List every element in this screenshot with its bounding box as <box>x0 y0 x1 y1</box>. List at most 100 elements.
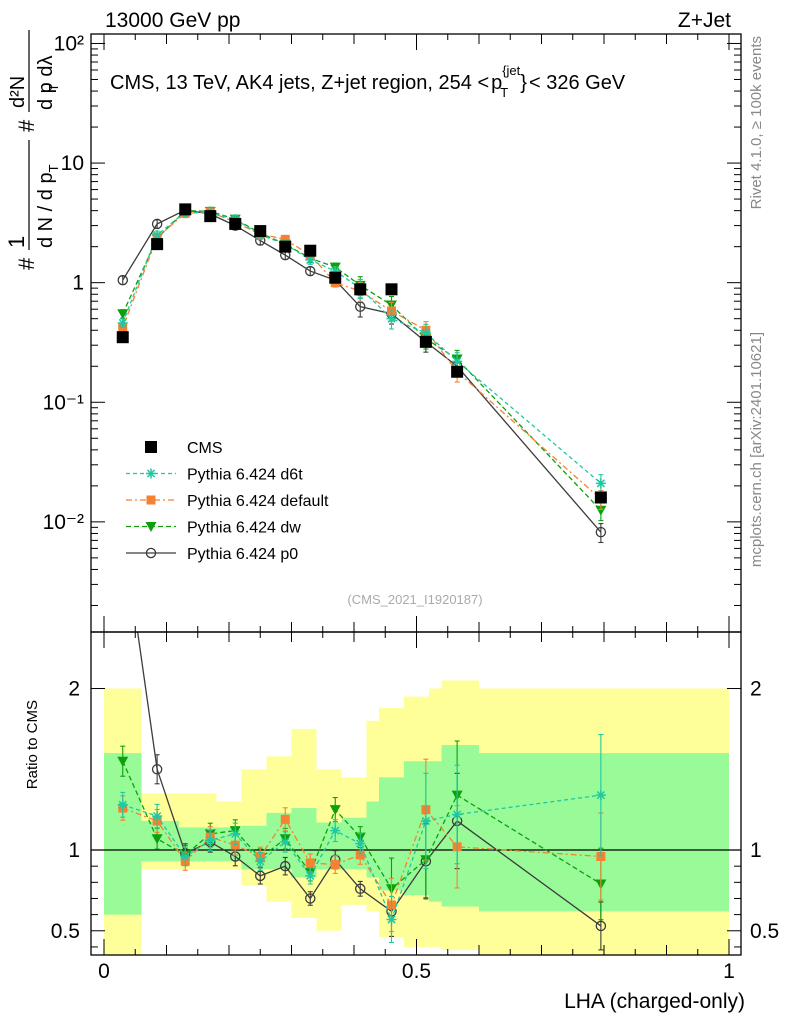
ylabel-hash-two: # <box>14 119 39 132</box>
ylabel-one: 1 <box>4 236 29 248</box>
main-plot-axes: 10⁻² 10⁻¹ 1 10 10² <box>43 32 741 632</box>
ratio-point-default-9 <box>355 850 365 860</box>
ylabel-differential: d p dλT <box>35 56 61 110</box>
ratio-point-default-6 <box>280 814 290 824</box>
ratio-point-d6t-9 <box>355 838 366 849</box>
x-tick-label: 1 <box>723 960 735 983</box>
uncertainty-band-inner <box>429 761 442 902</box>
point-cms-6 <box>279 240 292 253</box>
uncertainty-band-inner <box>104 753 142 915</box>
point-cms-5 <box>254 225 267 238</box>
legend-item-default: Pythia 6.424 default <box>126 493 329 510</box>
ratio-plot-data <box>91 522 741 955</box>
ratio-point-p0-9 <box>354 883 366 895</box>
point-p0-0 <box>117 274 129 286</box>
y-tick-label: 10⁻² <box>43 511 84 534</box>
legend: CMS Pythia 6.424 d6t Pythia 6.424 default P… <box>126 440 329 563</box>
point-p0-13 <box>595 526 607 538</box>
ratio-point-d6t-13 <box>595 790 606 801</box>
point-cms-2 <box>179 203 192 216</box>
ratio-series-d6t <box>117 733 606 944</box>
header-right: Z+Jet <box>678 9 731 32</box>
legend-label-cms: CMS <box>187 440 223 457</box>
ratio-y-tick-label-right: 2 <box>750 678 762 701</box>
ratio-line-d6t <box>122 794 601 922</box>
point-d6t-1 <box>152 230 163 241</box>
header-left: 13000 GeV pp <box>105 9 240 32</box>
ratio-point-d6t-0 <box>117 799 128 810</box>
ratio-point-d6t-4 <box>230 828 241 839</box>
ratio-point-d6t-5 <box>255 856 266 867</box>
uncertainty-band-inner <box>441 745 479 907</box>
x-tick-label: 0 <box>98 960 110 983</box>
ratio-y-tick-label-left: 2 <box>68 678 80 701</box>
ratio-point-d6t-6 <box>280 836 291 847</box>
legend-marker-default <box>146 495 156 505</box>
ratio-point-d6t-7 <box>305 870 316 881</box>
ratio-point-d6t-11 <box>420 815 431 826</box>
legend-item-p0: Pythia 6.424 p0 <box>126 546 298 563</box>
series-line-dw <box>122 210 602 511</box>
legend-label-d6t: Pythia 6.424 d6t <box>187 467 303 484</box>
ratio-point-d6t-8 <box>330 825 341 836</box>
legend-item-cms: CMS <box>145 440 223 457</box>
ratio-line-default <box>122 807 601 907</box>
ratio-y-axis-label: Ratio to CMS <box>24 700 41 789</box>
point-d6t-11 <box>420 327 431 338</box>
uncertainty-band-inner <box>479 753 729 912</box>
point-p0-9 <box>354 301 366 312</box>
point-cms-0 <box>116 331 129 344</box>
ratio-point-d6t-2 <box>180 851 191 862</box>
y-tick-label: 1 <box>72 272 84 295</box>
point-cms-3 <box>204 210 217 223</box>
point-d6t-8 <box>330 266 341 277</box>
ylabel-denominator: d N / d pT <box>35 164 61 248</box>
ratio-point-p0-6 <box>279 860 291 872</box>
legend-item-dw: Pythia 6.424 dw <box>126 520 301 537</box>
point-cms-7 <box>304 244 317 257</box>
point-d6t-7 <box>305 254 316 265</box>
legend-marker-cms <box>145 441 157 453</box>
point-cms-13 <box>594 491 607 504</box>
point-p0-1 <box>151 218 163 230</box>
ratio-point-default-4 <box>230 840 240 850</box>
point-cms-10 <box>385 283 398 296</box>
legend-item-d6t: Pythia 6.424 d6t <box>126 467 303 484</box>
ratio-point-d6t-1 <box>152 811 163 822</box>
legend-label-p0: Pythia 6.424 p0 <box>187 546 298 563</box>
ratio-point-p0-1 <box>151 764 163 775</box>
ylabel-hash-one: # <box>14 257 39 270</box>
ratio-point-p0-0 <box>118 522 127 531</box>
ratio-y-tick-label-left: 1 <box>68 839 80 862</box>
y-tick-label: 10⁻¹ <box>43 391 84 414</box>
series-default <box>118 207 606 510</box>
ratio-y-tick-label-left: 0.5 <box>51 920 80 943</box>
ratio-point-d6t-10 <box>386 914 397 925</box>
ratio-point-default-8 <box>330 860 340 870</box>
point-cms-11 <box>419 335 432 348</box>
ratio-point-default-13 <box>596 851 606 861</box>
ratio-y-tick-label-right: 1 <box>750 839 762 862</box>
ratio-y-tick-label-right: 0.5 <box>750 920 779 943</box>
legend-marker-p0 <box>145 547 157 559</box>
point-cms-1 <box>151 238 164 251</box>
point-d6t-12 <box>452 356 463 367</box>
legend-marker-d6t <box>146 468 156 479</box>
point-cms-8 <box>329 271 342 284</box>
series-line-p0 <box>122 209 602 533</box>
rivet-version: Rivet 4.1.0, ≥ 100k events <box>748 36 765 209</box>
point-cms-4 <box>229 217 242 230</box>
y-tick-label: 10 <box>61 152 84 175</box>
series-cms <box>116 203 607 504</box>
x-axis-label: LHA (charged-only) <box>564 990 745 1013</box>
ratio-point-dw-1 <box>151 834 163 845</box>
ratio-point-d6t-3 <box>205 835 216 846</box>
point-cms-12 <box>451 365 464 378</box>
ratio-point-p0-7 <box>304 893 316 904</box>
uncertainty-band-inner <box>366 801 379 878</box>
main-plot-data <box>116 203 607 544</box>
ratio-point-d6t-12 <box>452 809 463 820</box>
series-p0 <box>117 204 607 544</box>
legend-label-dw: Pythia 6.424 dw <box>187 520 301 537</box>
